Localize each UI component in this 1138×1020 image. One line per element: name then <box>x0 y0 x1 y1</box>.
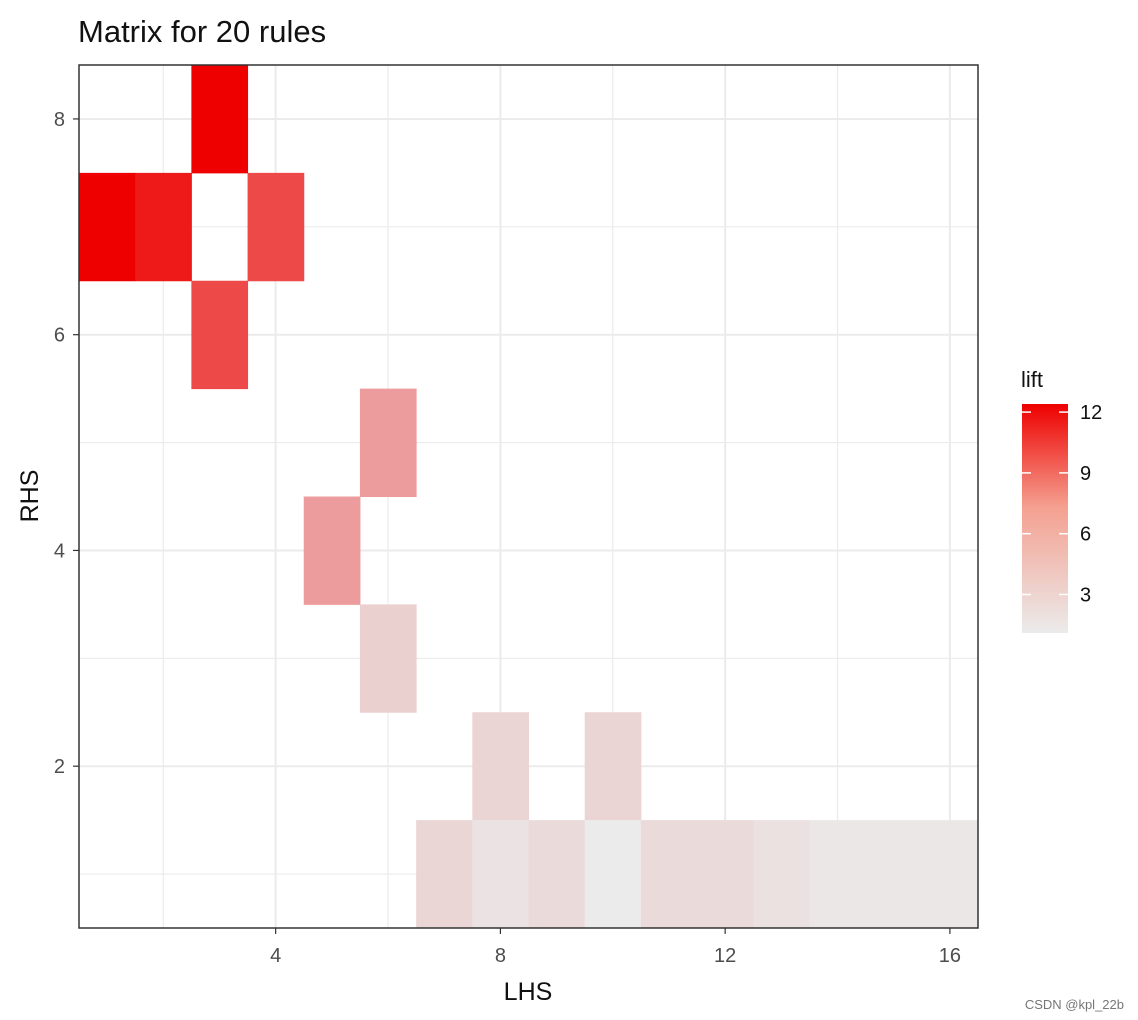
heatmap-cell <box>191 65 249 174</box>
heatmap-cell <box>135 172 192 282</box>
heatmap-cell <box>359 388 417 497</box>
heatmap-cell <box>753 820 810 929</box>
y-tick-label: 2 <box>54 756 65 778</box>
plot-border <box>78 64 979 929</box>
heatmap-cell <box>584 820 642 929</box>
heatmap-cell <box>416 820 473 929</box>
heatmap-cell <box>79 172 136 282</box>
heatmap-cell <box>472 712 529 821</box>
heatmap-cell <box>359 604 417 713</box>
x-tick-label: 16 <box>939 945 961 967</box>
legend-ticks: 3 6 9 12 <box>1022 402 1102 606</box>
heatmap-cell <box>528 820 586 929</box>
heatmap-cell <box>247 172 305 282</box>
legend-tick-label: 6 <box>1080 524 1091 546</box>
x-tick-label: 8 <box>495 945 506 967</box>
legend-tick-label: 3 <box>1080 584 1091 606</box>
x-axis-title: LHS <box>504 978 553 1006</box>
cells-layer <box>79 65 979 929</box>
y-tick-label: 4 <box>54 540 65 562</box>
heatmap-cell <box>921 820 979 929</box>
legend-colorbar <box>1022 404 1068 633</box>
heatmap-cell <box>191 280 249 390</box>
watermark: CSDN @kpl_22b <box>1025 997 1124 1012</box>
heatmap-cell <box>303 496 361 605</box>
lift-legend: lift 3 6 9 12 <box>1021 367 1102 633</box>
y-axis-ticks: 2 4 6 8 <box>54 109 79 778</box>
x-tick-label: 4 <box>270 945 281 967</box>
legend-tick-label: 12 <box>1080 402 1102 424</box>
legend-tick-label: 9 <box>1080 463 1091 485</box>
grid-layer <box>79 65 978 928</box>
y-axis-title: RHS <box>16 470 44 523</box>
legend-title: lift <box>1021 367 1043 392</box>
chart-title: Matrix for 20 rules <box>78 14 326 49</box>
y-tick-label: 8 <box>54 109 65 131</box>
heatmap-cell <box>584 712 642 821</box>
x-axis-ticks: 4 8 12 16 <box>270 928 961 967</box>
heatmap-cell <box>640 820 698 929</box>
x-tick-label: 12 <box>714 945 736 967</box>
heatmap-cell <box>472 820 529 929</box>
heatmap-cell <box>697 820 754 929</box>
y-tick-label: 6 <box>54 325 65 347</box>
heatmap-cell <box>809 820 867 929</box>
heatmap-cell <box>865 820 923 929</box>
